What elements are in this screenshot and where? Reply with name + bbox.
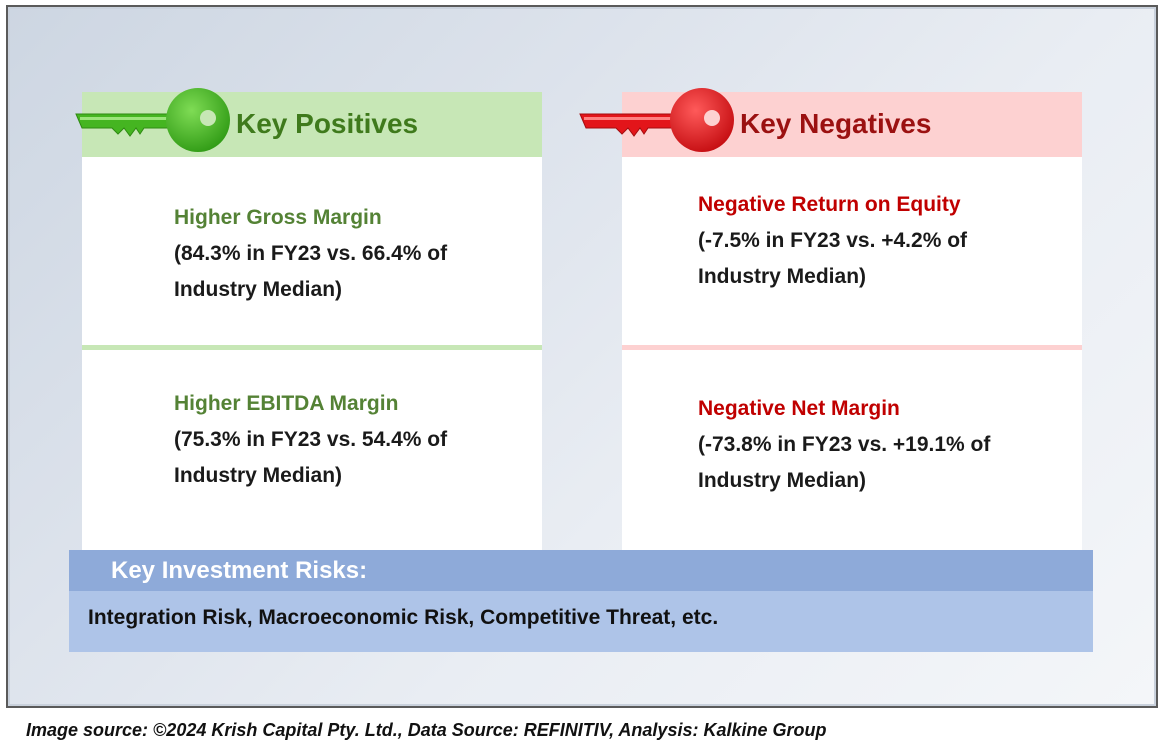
key-positives-card: Key Positives Higher Gross Margin (84.3%…: [75, 88, 542, 550]
green-key-icon: [75, 88, 230, 152]
negative-item-title: Negative Return on Equity: [698, 193, 961, 216]
negative-item-return-on-equity: Negative Return on Equity (-7.5% in FY23…: [698, 187, 1078, 295]
positive-item-detail: (84.3% in FY23 vs. 66.4% of: [174, 242, 448, 265]
investment-risks-header: Key Investment Risks:: [69, 550, 1093, 591]
negative-item-detail: (-73.8% in FY23 vs. +19.1% of: [698, 433, 991, 456]
negative-item-net-margin: Negative Net Margin (-73.8% in FY23 vs. …: [698, 391, 1078, 499]
red-key-icon: [579, 88, 734, 152]
positive-item-ebitda-margin: Higher EBITDA Margin (75.3% in FY23 vs. …: [174, 386, 534, 494]
image-source-footer: Image source: ©2024 Krish Capital Pty. L…: [26, 720, 827, 740]
negative-item-detail: (-7.5% in FY23 vs. +4.2% of: [698, 229, 968, 252]
positive-item-title: Higher EBITDA Margin: [174, 392, 399, 415]
negative-item-detail: Industry Median): [698, 469, 867, 492]
positive-item-detail: Industry Median): [174, 278, 343, 301]
investment-risks-body: Integration Risk, Macroeconomic Risk, Co…: [69, 591, 1093, 652]
positive-item-detail: (75.3% in FY23 vs. 54.4% of: [174, 428, 448, 451]
investment-risks-panel: Key Investment Risks: Integration Risk, …: [69, 550, 1093, 652]
negative-item-detail: Industry Median): [698, 265, 867, 288]
positive-item-gross-margin: Higher Gross Margin (84.3% in FY23 vs. 6…: [174, 200, 534, 308]
positive-divider: [82, 345, 542, 350]
key-negatives-title: Key Negatives: [740, 108, 932, 139]
key-positives-title: Key Positives: [236, 108, 419, 139]
investment-risks-text: Integration Risk, Macroeconomic Risk, Co…: [88, 606, 719, 629]
key-negatives-card: Key Negatives Negative Return on Equity …: [579, 88, 1082, 550]
negative-divider: [622, 345, 1082, 350]
positive-item-detail: Industry Median): [174, 464, 343, 487]
investment-risks-title: Key Investment Risks:: [111, 557, 368, 584]
positive-item-title: Higher Gross Margin: [174, 206, 382, 229]
negative-item-title: Negative Net Margin: [698, 397, 900, 420]
